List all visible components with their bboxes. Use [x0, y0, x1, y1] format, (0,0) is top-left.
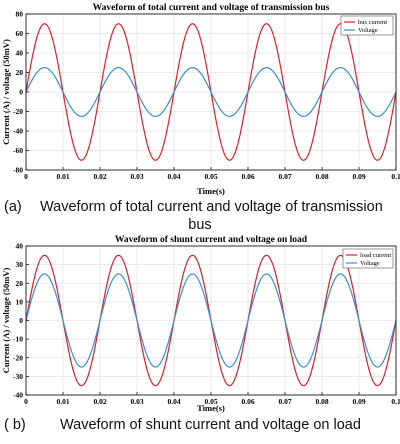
y-axis-label: Current (A) / voltage (50mV): [1, 39, 11, 145]
x-tick-label: 0.07: [278, 397, 291, 406]
x-tick-label: 0.09: [352, 172, 365, 181]
y-tick-label: 0: [19, 316, 23, 325]
x-tick-label: 0.05: [204, 172, 217, 181]
y-tick-label: -30: [13, 372, 23, 381]
chart-panel-a: Waveform of total current and voltage of…: [0, 0, 400, 198]
x-tick-label: 0.09: [352, 397, 365, 406]
y-tick-label: -20: [13, 107, 23, 116]
x-tick-label: 0.08: [315, 397, 328, 406]
x-tick-label: 0.05: [204, 397, 217, 406]
y-tick-label: 80: [16, 10, 24, 19]
y-tick-label: -10: [13, 335, 23, 344]
x-axis-label: Time(s): [197, 403, 225, 413]
series-line-voltage: [25, 273, 397, 368]
x-tick-label: 0: [24, 172, 28, 181]
caption-a-tag: (a): [4, 199, 22, 215]
x-tick-label: 0.02: [93, 172, 106, 181]
y-tick-label: -60: [13, 146, 23, 155]
y-axis-label: Current (A) / voltage (50mV): [1, 268, 11, 374]
caption-a-text: Waveform of total current and voltage of…: [40, 199, 383, 215]
y-tick-label: -40: [13, 391, 23, 400]
caption-b-text: Waveform of shunt current and voltage on…: [60, 417, 361, 433]
y-tick-label: 40: [16, 242, 24, 251]
x-tick-label: 0.02: [93, 397, 106, 406]
y-tick-label: 20: [16, 279, 24, 288]
legend-label: Voltage: [360, 260, 380, 267]
caption-b-tag: ( b): [4, 417, 26, 433]
x-axis-label: Time(s): [197, 186, 225, 196]
x-tick-label: 0.03: [130, 397, 143, 406]
x-tick-label: 0.07: [278, 172, 291, 181]
chart-a: Waveform of total current and voltage of…: [1, 3, 400, 196]
x-tick-label: 0.01: [56, 397, 69, 406]
legend-label: load current: [360, 252, 391, 259]
y-tick-label: -20: [13, 353, 23, 362]
x-tick-label: 0.04: [167, 397, 180, 406]
x-tick-label: 0.1: [391, 397, 400, 406]
y-tick-label: 40: [16, 49, 24, 58]
legend-label: bus current: [358, 19, 387, 26]
caption-a-text-continued: bus: [188, 217, 212, 233]
legend-label: Voltage: [358, 27, 378, 34]
y-tick-label: -80: [13, 166, 23, 175]
chart-title: Waveform of total current and voltage of…: [93, 3, 330, 13]
x-tick-label: 0.06: [241, 172, 254, 181]
x-tick-label: 0.08: [315, 172, 328, 181]
y-tick-label: 10: [16, 297, 24, 306]
y-tick-label: 30: [16, 260, 24, 269]
x-tick-label: 0: [24, 397, 28, 406]
chart-title: Waveform of shunt current and voltage on…: [115, 235, 308, 245]
chart-panel-b: Waveform of shunt current and voltage on…: [0, 232, 400, 414]
x-tick-label: 0.03: [130, 172, 143, 181]
series-line-voltage: [25, 67, 397, 117]
x-tick-label: 0.04: [167, 172, 180, 181]
y-tick-label: 0: [19, 88, 23, 97]
x-tick-label: 0.1: [391, 172, 400, 181]
x-tick-label: 0.06: [241, 397, 254, 406]
y-tick-label: 20: [16, 68, 24, 77]
y-tick-label: -40: [13, 127, 23, 136]
x-tick-label: 0.01: [56, 172, 69, 181]
chart-b: Waveform of shunt current and voltage on…: [1, 235, 400, 413]
y-tick-label: 60: [16, 29, 24, 38]
